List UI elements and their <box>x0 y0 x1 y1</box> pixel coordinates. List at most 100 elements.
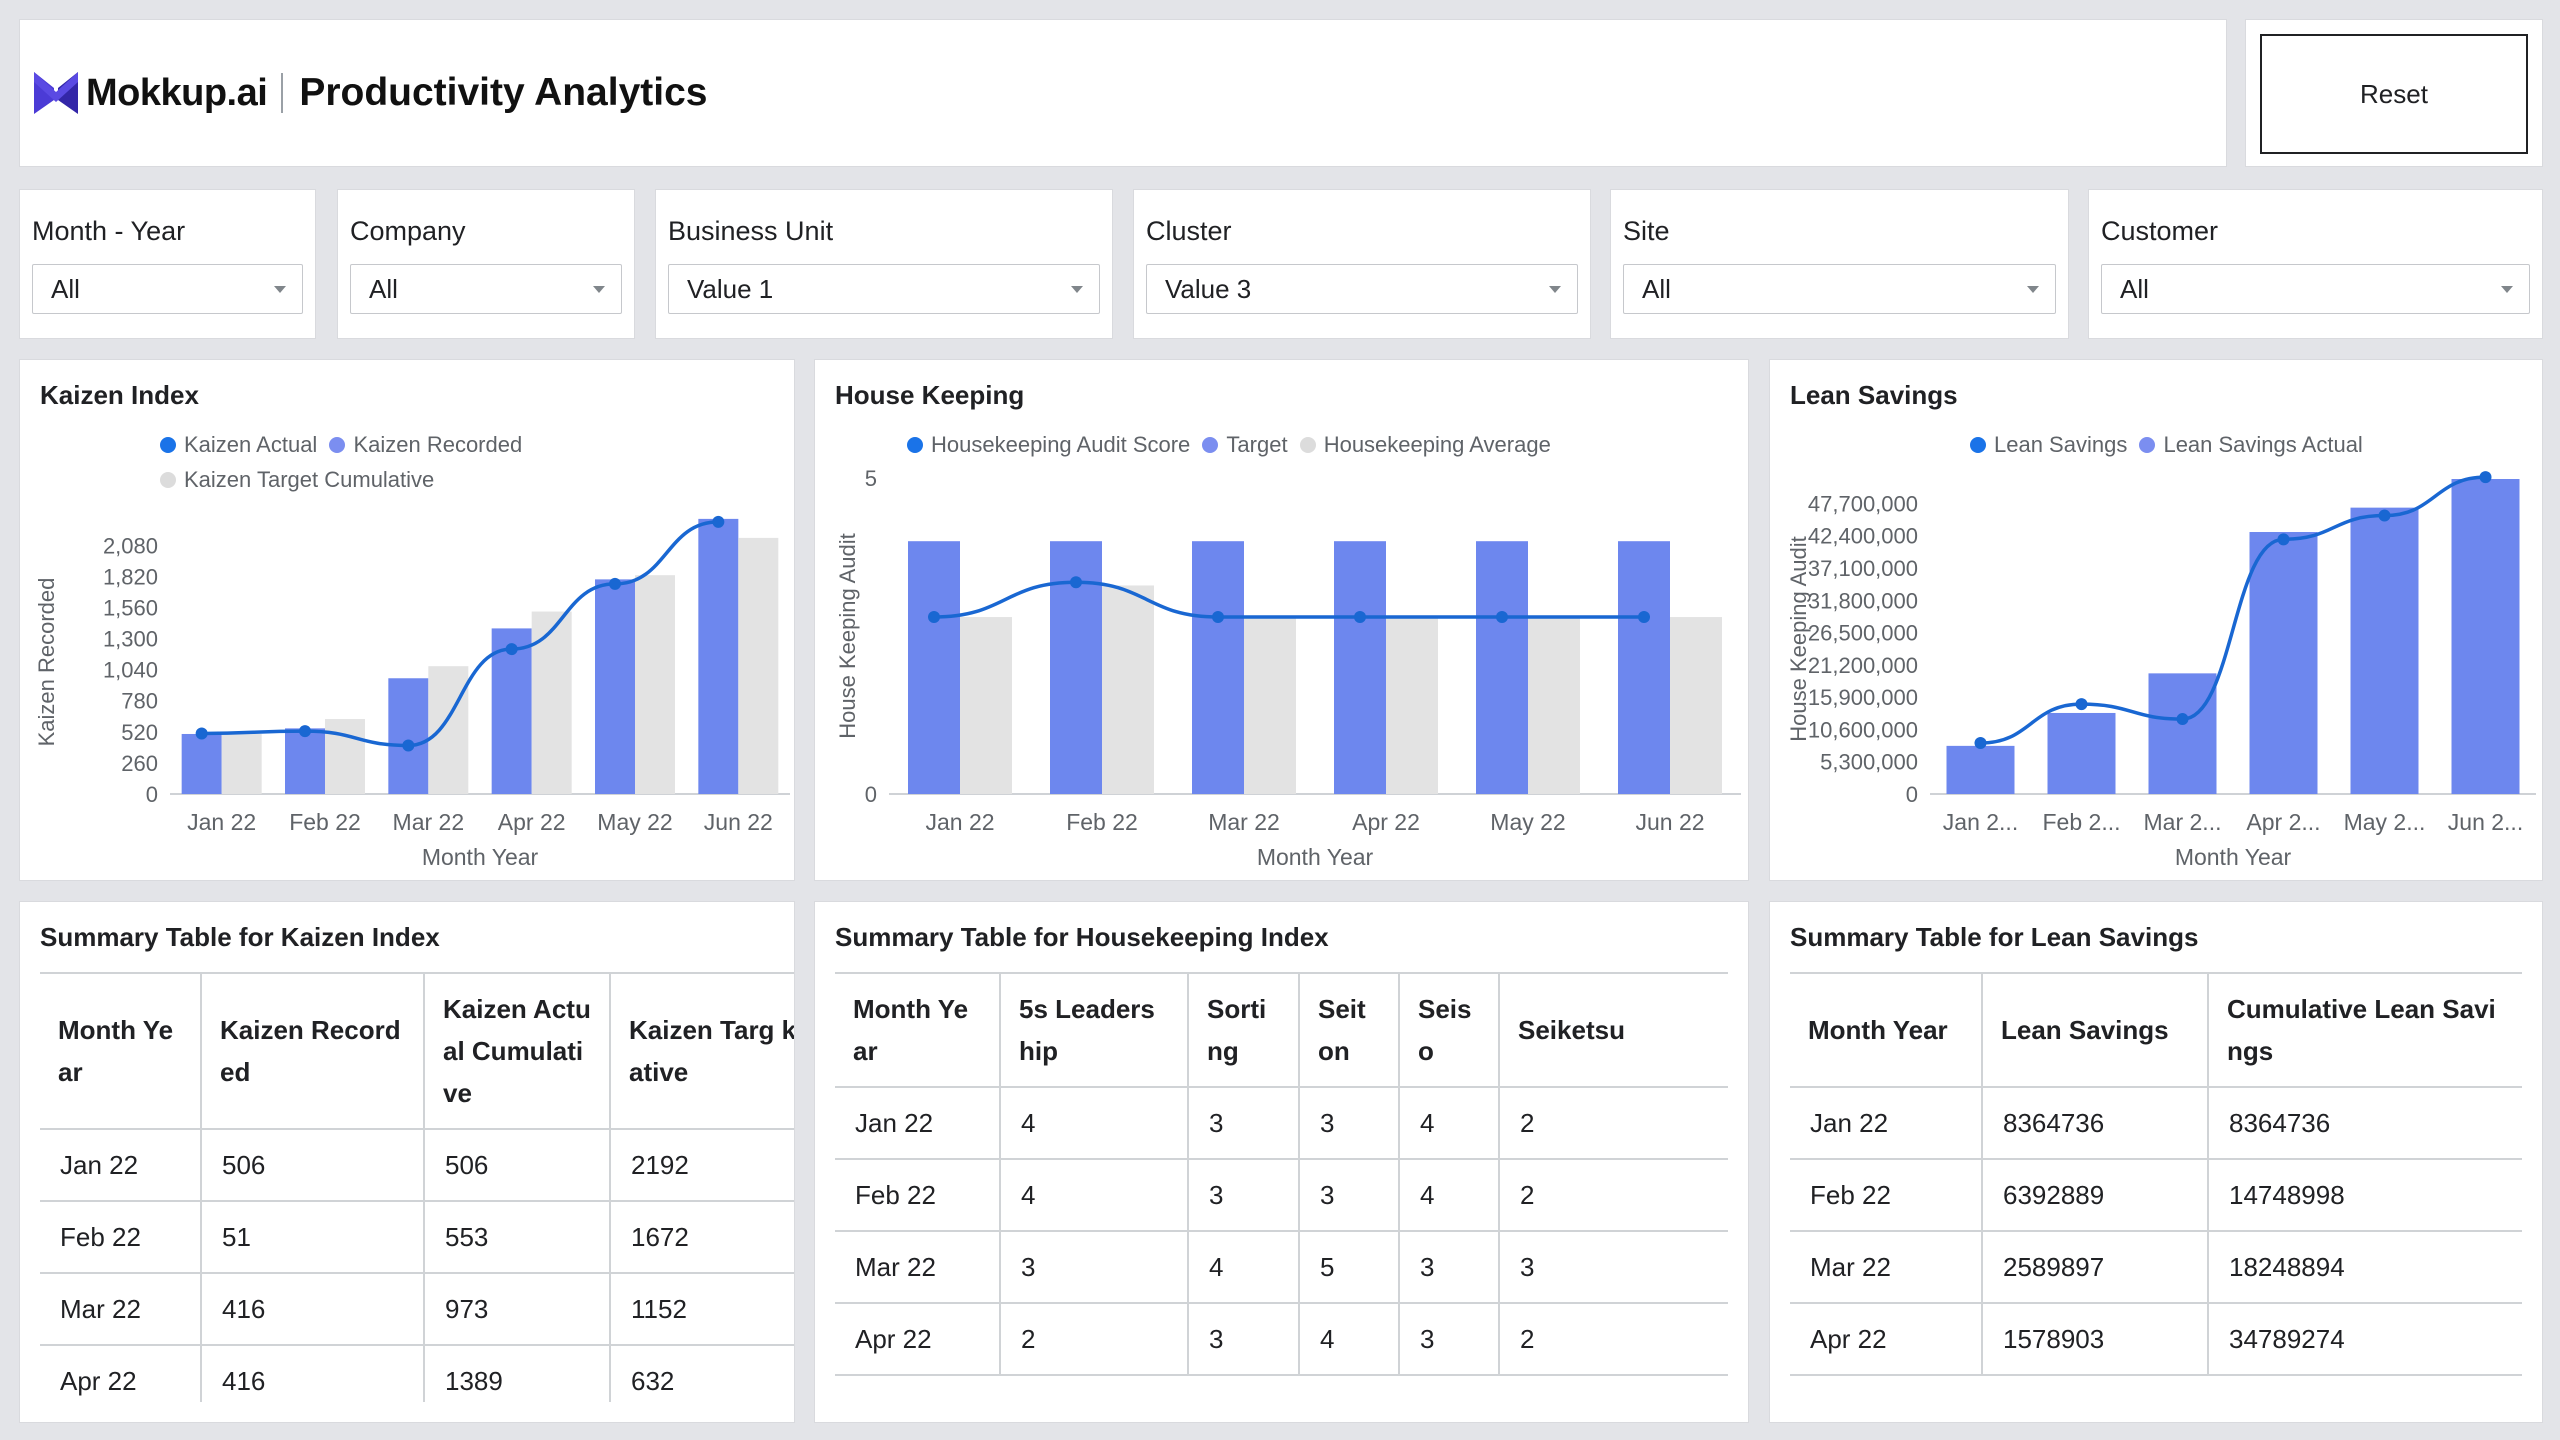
bar-kaizen-recorded <box>285 728 325 794</box>
legend-label: Kaizen Recorded <box>353 432 523 457</box>
column-header[interactable]: Month Year <box>835 972 1001 1088</box>
table-cell: 3 <box>1299 1087 1400 1160</box>
y-tick-label: 0 <box>1906 782 1918 807</box>
table-cell: Mar 22 <box>40 1273 202 1346</box>
table-cell: Jan 22 <box>835 1087 1001 1160</box>
column-header[interactable]: Month Year <box>40 972 202 1130</box>
x-axis-title: Month Year <box>1257 844 1374 870</box>
table-scroll-area[interactable]: Month Year Lean Savings Cumulative Lean … <box>1790 972 2522 1402</box>
table-cell: 8364736 <box>2208 1087 2522 1160</box>
table-row: Apr 22 1578903 34789274 <box>1790 1303 2522 1376</box>
y-tick-label: 0 <box>146 782 158 807</box>
line-point <box>712 515 725 528</box>
table-cell: 506 <box>424 1129 611 1202</box>
x-tick-label: May 22 <box>1490 809 1565 835</box>
company-dropdown[interactable]: All <box>350 264 622 314</box>
caret-down-icon <box>274 286 286 293</box>
table-cell: Mar 22 <box>1790 1231 1983 1304</box>
kaizen-summary-table: Month Year Kaizen Recorded Kaizen Actual… <box>40 972 794 1402</box>
legend-item[interactable]: Kaizen Recorded <box>329 428 522 462</box>
y-tick-label: 1,560 <box>103 595 158 620</box>
cluster-dropdown[interactable]: Value 3 <box>1146 264 1578 314</box>
caret-down-icon <box>593 286 605 293</box>
legend-item[interactable]: Kaizen Actual <box>160 428 317 462</box>
table-cell: 2 <box>1499 1159 1728 1232</box>
dropdown-value: All <box>369 273 398 304</box>
table-cell: 8364736 <box>1982 1087 2209 1160</box>
legend-item[interactable]: Lean Savings <box>1970 428 2127 462</box>
customer-dropdown[interactable]: All <box>2101 264 2530 314</box>
legend-item[interactable]: Kaizen Target Cumulative <box>160 463 434 497</box>
column-header[interactable]: Seiton <box>1299 972 1400 1088</box>
bar-target <box>1618 541 1670 794</box>
dropdown-value: All <box>1642 273 1671 304</box>
column-header[interactable]: 5s Leadership <box>1000 972 1189 1088</box>
column-header[interactable]: Kaizen Targ kative <box>610 972 794 1130</box>
filter-business-unit: Business Unit Value 1 <box>656 190 1112 338</box>
column-header[interactable]: Kaizen Recorded <box>201 972 425 1130</box>
bar-kaizen-recorded <box>698 518 739 794</box>
line-point <box>2176 713 2189 726</box>
column-header[interactable]: Sorting <box>1188 972 1300 1088</box>
kaizen-chart: 0 260 520 780 1,040 1,300 1,560 1,820 2,080 Jan 2… <box>34 515 790 870</box>
x-tick-label: May 2... <box>2344 809 2426 835</box>
table-cell: 553 <box>424 1201 611 1274</box>
bar-lean-savings-actual <box>2451 479 2520 794</box>
bar-kaizen-target-cumulative <box>325 719 365 794</box>
legend-dot <box>160 472 176 488</box>
legend-label: Lean Savings Actual <box>2163 432 2363 457</box>
site-dropdown[interactable]: All <box>1623 264 2056 314</box>
line-point <box>1974 737 1987 750</box>
legend-label: Housekeeping Audit Score <box>931 432 1191 457</box>
legend-label: Lean Savings <box>1994 432 2128 457</box>
month-year-dropdown[interactable]: All <box>32 264 303 314</box>
line-point <box>505 643 518 656</box>
filter-month-year: Month - Year All <box>20 190 315 338</box>
dropdown-value: Value 1 <box>687 273 774 304</box>
legend-item[interactable]: Lean Savings Actual <box>2139 428 2363 462</box>
column-header[interactable]: Lean Savings <box>1982 972 2209 1088</box>
table-cell: 3 <box>1399 1303 1500 1376</box>
business-unit-dropdown[interactable]: Value 1 <box>668 264 1100 314</box>
chart-legend: Kaizen Actual Kaizen Recorded Kaizen Tar… <box>160 428 640 498</box>
y-tick-label: 0 <box>865 782 877 807</box>
legend-item[interactable]: Housekeeping Audit Score <box>907 428 1190 462</box>
table-cell: 51 <box>201 1201 425 1274</box>
column-header[interactable]: Kaizen Actual Cumulative <box>424 972 611 1130</box>
table-row: Apr 22 416 1389 632 <box>40 1345 794 1402</box>
table-scroll-area[interactable]: Month Year 5s Leadership Sorting Seiton … <box>835 972 1728 1402</box>
x-tick-label: Jun 2... <box>2448 809 2523 835</box>
filter-customer: Customer All <box>2089 190 2542 338</box>
reset-button[interactable]: Reset <box>2260 34 2528 154</box>
column-header[interactable]: Month Year <box>1790 972 1983 1088</box>
table-cell: 1389 <box>424 1345 611 1402</box>
filter-label: Month - Year <box>32 216 186 246</box>
legend-item[interactable]: Housekeeping Average <box>1299 428 1551 462</box>
table-cell: 3 <box>1399 1231 1500 1304</box>
table-cell: 4 <box>1000 1087 1189 1160</box>
column-header[interactable]: Seiketsu <box>1499 972 1728 1088</box>
y-tick-label: 10,600,000 <box>1808 717 1918 742</box>
table-row: Feb 22 4 3 3 4 2 <box>835 1159 1728 1232</box>
table-cell: 4 <box>1188 1231 1300 1304</box>
dropdown-value: All <box>51 273 80 304</box>
caret-down-icon <box>1549 286 1561 293</box>
filter-label: Business Unit <box>668 216 834 246</box>
legend-item[interactable]: Target <box>1202 428 1288 462</box>
table-scroll-area[interactable]: Month Year Kaizen Recorded Kaizen Actual… <box>40 972 794 1402</box>
table-cell: 4 <box>1299 1303 1400 1376</box>
header-bar: Mokkup.ai Productivity Analytics <box>20 20 2226 166</box>
bar-housekeeping-average <box>1528 617 1580 794</box>
y-axis-title: Kaizen Recorded <box>34 578 59 747</box>
filter-label: Customer <box>2101 216 2219 246</box>
housekeeping-chart: 0 5 Jan 22 Feb 22 Mar 22 Apr 22 May 22 Jun 22 Mo… <box>835 466 1741 870</box>
legend-dot <box>1299 437 1316 453</box>
series-line <box>1980 475 2486 745</box>
table-cell: 4 <box>1000 1159 1189 1232</box>
table-cell: Apr 22 <box>1790 1303 1983 1376</box>
column-header[interactable]: Seiso <box>1399 972 1500 1088</box>
table-cell: 2 <box>1499 1087 1728 1160</box>
column-header[interactable]: Cumulative Lean Savings <box>2208 972 2522 1088</box>
table-cell: Feb 22 <box>1790 1159 1983 1232</box>
line-point <box>2479 471 2492 484</box>
